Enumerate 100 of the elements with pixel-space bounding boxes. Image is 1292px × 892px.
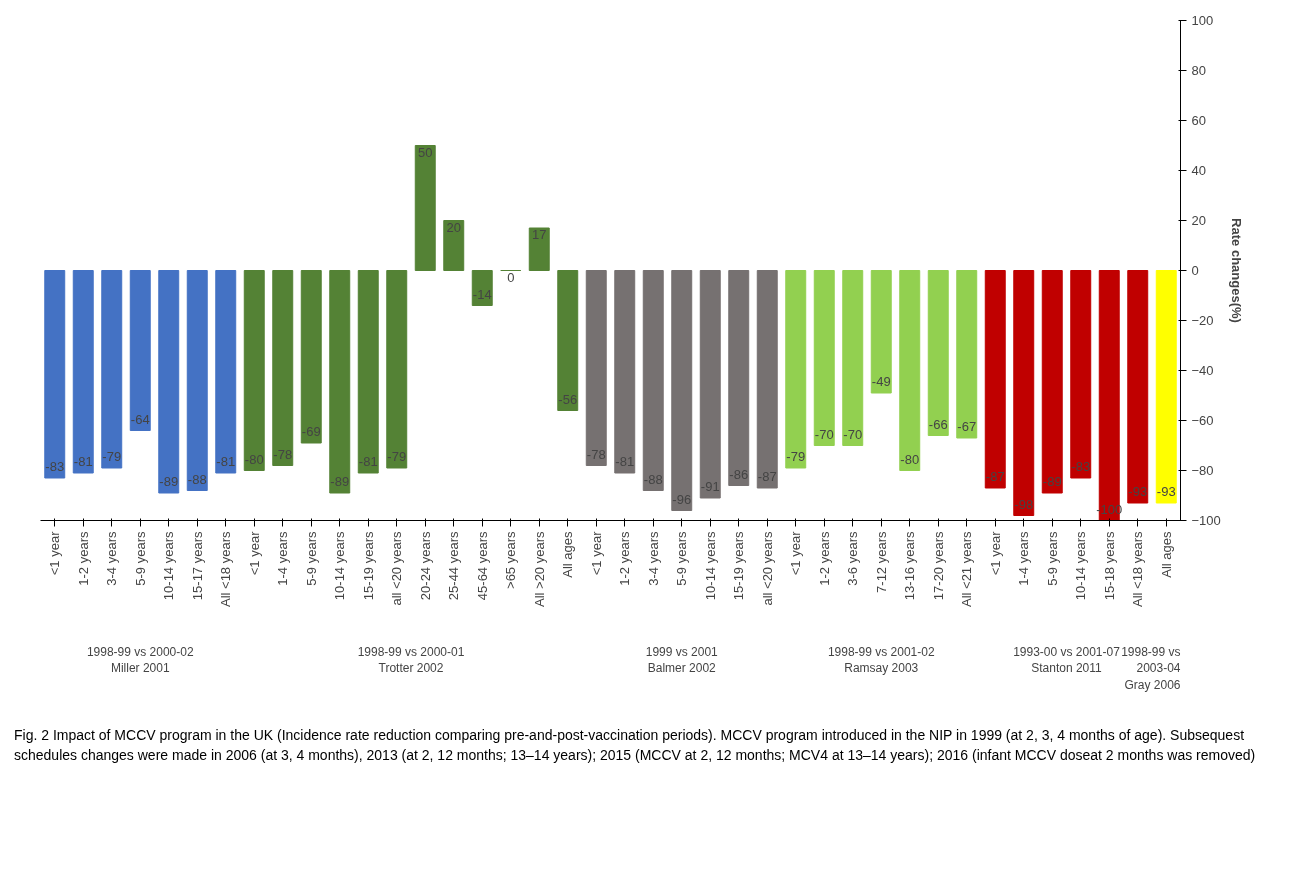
data-label: -79 (387, 449, 407, 464)
x-tick-label: 5-9 years (674, 531, 690, 586)
y-axis-title: Rate changes(%) (1228, 218, 1244, 323)
bar (699, 270, 721, 499)
data-label: -83 (1071, 459, 1091, 474)
bar (1155, 270, 1177, 504)
y-tick-label: 60 (1191, 113, 1206, 128)
data-label: -14 (472, 286, 492, 302)
x-tick-label: 10-14 years (332, 531, 348, 601)
x-tick-label: 10-14 years (161, 531, 177, 601)
x-tick-label: >65 years (503, 531, 519, 589)
bar (842, 270, 864, 446)
data-label: -80 (900, 451, 920, 467)
data-label: -81 (73, 454, 93, 469)
x-tick-label: <1 year (987, 530, 1003, 576)
bar (272, 270, 294, 466)
bar (614, 270, 636, 474)
data-label: -70 (843, 426, 863, 442)
x-tick-label: 15-18 years (1101, 531, 1117, 601)
x-tick-label: 1-2 years (75, 531, 91, 586)
bar (386, 270, 408, 469)
y-tick-label: 0 (1191, 263, 1199, 278)
data-label: 0 (507, 269, 515, 285)
x-tick-label: all <20 years (389, 531, 405, 606)
bar (44, 270, 66, 479)
data-label: -66 (928, 416, 948, 432)
data-label: -89 (1042, 474, 1062, 489)
data-label: -49 (871, 374, 891, 389)
x-tick-label: All ages (560, 531, 576, 578)
text: 1999 vs 2001 Balmer 2002 (645, 644, 719, 676)
x-tick-label: 1-4 years (275, 531, 291, 586)
bar (471, 270, 493, 306)
x-tick-label: 15-19 years (360, 531, 376, 601)
x-tick-label: 7-12 years (873, 531, 889, 593)
bar (728, 270, 750, 486)
x-tick-label: All ages (1158, 531, 1174, 578)
bar (1070, 270, 1092, 479)
x-tick-label: 5-9 years (132, 531, 148, 586)
bar (642, 270, 664, 491)
caption: Fig. 2 Impact of MCCV program in the UK (Incidence rate reduction comparing pre-and-post-vaccination periods). MCCV program introduced in the NIP in 1999 (at 2, 3, 4 months of age). Subsequest schedules changes were made in 2006 (at 3, 4 months), 2013 (at 2, 12 months; 13–14 years); 2015 (MCCV at 2, 12 months; MCV4 at 13–14 years); 2016 (infant MCCV doseat 2 months was removed) (14, 726, 1257, 765)
bar (557, 270, 579, 411)
x-tick-label: All <21 years (959, 531, 975, 608)
bar (927, 270, 949, 436)
x-tick-label: all <20 years (759, 531, 775, 606)
data-label: -93 (1156, 484, 1176, 499)
y-tick-label: 80 (1191, 63, 1206, 78)
y-tick-label: 100 (1191, 13, 1214, 28)
text: 1998-99 vs 2000-02 Miller 2001 (86, 644, 194, 676)
y-tick-label: −20 (1191, 313, 1214, 328)
text: 1998-99 vs 2003-04 Gray 2006 (1121, 644, 1181, 693)
x-tick-label: 45-64 years (474, 531, 490, 601)
data-label: -80 (244, 451, 264, 467)
x-tick-label: 3-6 years (845, 531, 861, 586)
bar (813, 270, 835, 446)
bar (243, 270, 265, 471)
x-tick-label: All <18 years (218, 531, 234, 608)
bar (158, 270, 180, 494)
y-tick-label: 40 (1191, 163, 1206, 178)
y-tick-label: −40 (1191, 363, 1214, 378)
bar (1013, 270, 1035, 516)
x-tick-label: 3-4 years (104, 531, 120, 586)
bar (756, 270, 778, 489)
data-label: -81 (358, 454, 378, 469)
bar (357, 270, 379, 474)
x-tick-label: 1-2 years (816, 531, 832, 586)
y-tick-label: −60 (1191, 413, 1214, 428)
data-label: -67 (957, 419, 977, 434)
bar (671, 270, 693, 511)
x-tick-label: 25-44 years (446, 531, 462, 601)
x-tick-label: 1-2 years (617, 531, 633, 586)
x-tick-label: <1 year (588, 530, 604, 576)
bar (1041, 270, 1063, 494)
data-label: 20 (446, 219, 461, 235)
bar (129, 270, 151, 431)
bar (899, 270, 921, 471)
data-label: -64 (130, 411, 150, 427)
bar (1127, 270, 1149, 504)
bar (300, 270, 322, 444)
y-tick-label: 20 (1191, 213, 1206, 228)
data-label: -89 (330, 474, 350, 489)
bar (528, 227, 550, 271)
data-label: 17 (532, 227, 547, 242)
data-label: -98 (1014, 496, 1034, 512)
x-tick-label: All >20 years (531, 531, 547, 608)
x-tick-label: <1 year (788, 530, 804, 576)
y-tick-label: −100 (1191, 513, 1221, 528)
bar (215, 270, 237, 474)
x-tick-label: 17-20 years (930, 531, 946, 601)
data-label: -56 (558, 391, 578, 407)
data-label: -83 (45, 459, 65, 474)
bar (870, 270, 892, 394)
data-label: -81 (216, 454, 236, 469)
bar (329, 270, 351, 494)
bar (585, 270, 607, 466)
data-label: -70 (814, 426, 834, 442)
data-label: -89 (159, 474, 179, 489)
y-tick-label: −80 (1191, 463, 1214, 478)
text: 1993-00 vs 2001-07 Stanton 2011 (1013, 644, 1121, 676)
bar (72, 270, 94, 474)
data-label: -78 (273, 446, 293, 462)
